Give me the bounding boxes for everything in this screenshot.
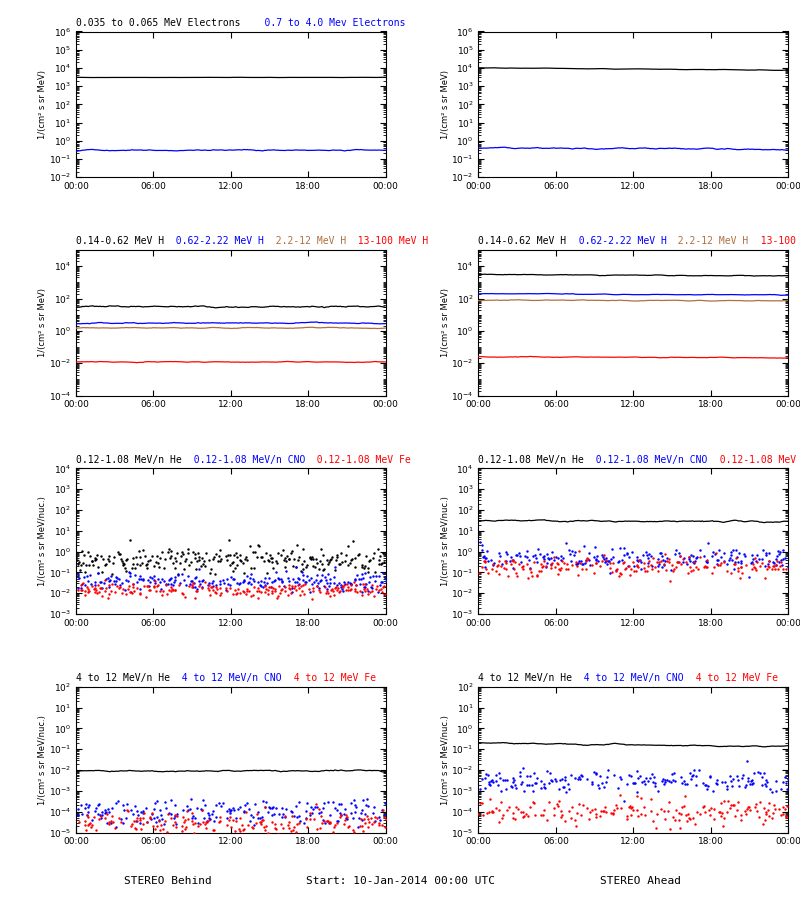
Y-axis label: 1/(cm² s sr MeV): 1/(cm² s sr MeV) xyxy=(38,288,47,357)
Text: 0.12-1.08 MeV Fe: 0.12-1.08 MeV Fe xyxy=(305,454,411,464)
Y-axis label: 1/(cm² s sr MeV): 1/(cm² s sr MeV) xyxy=(38,70,47,139)
Y-axis label: 1/(cm² s sr MeV/nuc.): 1/(cm² s sr MeV/nuc.) xyxy=(441,715,450,805)
Text: 4 to 12 MeV/n CNO: 4 to 12 MeV/n CNO xyxy=(170,673,282,683)
Text: 0.035 to 0.065 MeV Electrons: 0.035 to 0.065 MeV Electrons xyxy=(76,18,241,28)
Text: 0.62-2.22 MeV H: 0.62-2.22 MeV H xyxy=(164,237,264,247)
Y-axis label: 1/(cm² s sr MeV/nuc.): 1/(cm² s sr MeV/nuc.) xyxy=(441,496,450,586)
Y-axis label: 1/(cm² s sr MeV/nuc.): 1/(cm² s sr MeV/nuc.) xyxy=(38,715,47,805)
Text: STEREO Behind: STEREO Behind xyxy=(124,876,212,886)
Text: 0.12-1.08 MeV/n CNO: 0.12-1.08 MeV/n CNO xyxy=(584,454,707,464)
Text: 4 to 12 MeV/n He: 4 to 12 MeV/n He xyxy=(478,673,573,683)
Text: 4 to 12 MeV/n He: 4 to 12 MeV/n He xyxy=(76,673,170,683)
Y-axis label: 1/(cm² s sr MeV): 1/(cm² s sr MeV) xyxy=(441,288,450,357)
Text: 0.12-1.08 MeV/n CNO: 0.12-1.08 MeV/n CNO xyxy=(182,454,305,464)
Text: 13-100 MeV H: 13-100 MeV H xyxy=(346,237,429,247)
Text: 4 to 12 MeV Fe: 4 to 12 MeV Fe xyxy=(282,673,376,683)
Text: 0.14-0.62 MeV H: 0.14-0.62 MeV H xyxy=(478,237,566,247)
Text: Start: 10-Jan-2014 00:00 UTC: Start: 10-Jan-2014 00:00 UTC xyxy=(306,876,494,886)
Y-axis label: 1/(cm² s sr MeV): 1/(cm² s sr MeV) xyxy=(441,70,450,139)
Text: 0.62-2.22 MeV H: 0.62-2.22 MeV H xyxy=(566,237,666,247)
Text: 0.12-1.08 MeV/n He: 0.12-1.08 MeV/n He xyxy=(478,454,584,464)
Y-axis label: 1/(cm² s sr MeV/nuc.): 1/(cm² s sr MeV/nuc.) xyxy=(38,496,47,586)
Text: 0.7 to 4.0 Mev Electrons: 0.7 to 4.0 Mev Electrons xyxy=(241,18,405,28)
Text: 0.14-0.62 MeV H: 0.14-0.62 MeV H xyxy=(76,237,164,247)
Text: 4 to 12 MeV Fe: 4 to 12 MeV Fe xyxy=(684,673,778,683)
Text: 0.12-1.08 MeV Fe: 0.12-1.08 MeV Fe xyxy=(707,454,800,464)
Text: 2.2-12 MeV H: 2.2-12 MeV H xyxy=(264,237,346,247)
Text: 2.2-12 MeV H: 2.2-12 MeV H xyxy=(666,237,749,247)
Text: 4 to 12 MeV/n CNO: 4 to 12 MeV/n CNO xyxy=(573,673,684,683)
Text: 13-100 MeV H: 13-100 MeV H xyxy=(749,237,800,247)
Text: 0.12-1.08 MeV/n He: 0.12-1.08 MeV/n He xyxy=(76,454,182,464)
Text: STEREO Ahead: STEREO Ahead xyxy=(599,876,681,886)
